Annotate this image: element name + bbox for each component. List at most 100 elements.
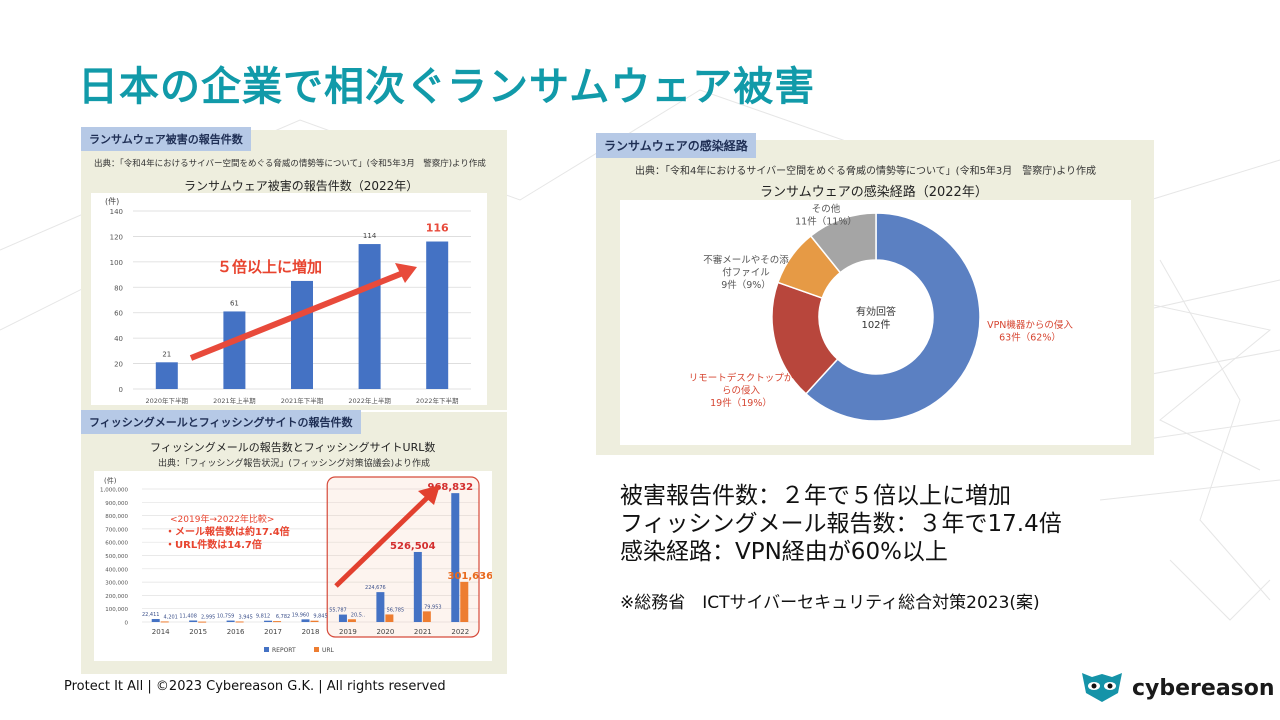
bar-report — [151, 619, 160, 622]
data-label: 61 — [230, 299, 239, 307]
ransomware-reports-source: 出典：「令和4年におけるサイバー空間をめぐる脅威の情勢等について」(令和5年3月… — [94, 159, 486, 169]
bar-report — [226, 620, 235, 622]
donut-slice — [809, 212, 877, 274]
y-tick-label: 100 — [110, 259, 123, 267]
slice-label: 11件（11%） — [795, 216, 857, 228]
bar-url — [385, 614, 394, 622]
footer-copyright: Protect It All | ©2023 Cybereason G.K. |… — [64, 679, 446, 694]
y-tick-label: 200,000 — [105, 594, 128, 600]
data-label: 9,812 — [256, 614, 270, 620]
owl-logo-icon — [1082, 673, 1122, 702]
summary-block: 被害報告件数：２年で５倍以上に増加 フィッシングメール報告数：３年で17.4倍 … — [620, 482, 1062, 566]
y-tick-label: 80 — [114, 284, 123, 292]
comparison-line-url: ・URL件数は14.7倍 — [165, 540, 262, 551]
x-tick-label: 2022年上半期 — [348, 396, 391, 405]
trend-arrow-shaft — [334, 494, 431, 588]
slice-label: らの侵入 — [722, 385, 761, 397]
y-tick-label: 0 — [119, 386, 123, 394]
y-tick-label: 700,000 — [105, 527, 128, 533]
x-tick-label: 2020 — [376, 628, 394, 636]
brand-wordmark: cybereason — [1132, 676, 1275, 701]
bar-report — [301, 619, 310, 622]
y-tick-label: 800,000 — [105, 514, 128, 520]
legend-swatch — [314, 647, 319, 652]
phishing-source: 出典：「フィッシング報告状況」(フィッシング対策協議会)より作成 — [158, 459, 430, 469]
data-label: 11,408 — [179, 613, 197, 619]
data-label: 3,945 — [238, 614, 252, 620]
slice-label: 63件（62%） — [999, 332, 1061, 344]
y-tick-label: 0 — [125, 621, 129, 627]
bar-url — [347, 619, 356, 622]
center-value: 102件 — [861, 319, 890, 331]
data-label: 114 — [363, 232, 377, 240]
y-tick-label: 1,000,000 — [100, 488, 128, 494]
data-label: 19,960 — [292, 612, 310, 618]
legend-label: REPORT — [272, 647, 296, 654]
phishing-bar-chart: (件) 0 100,000 200,000 300,000 400,000 500,000 6… — [100, 476, 492, 654]
y-tick-label: 900,000 — [105, 501, 128, 507]
data-label: 968,832 — [428, 482, 474, 493]
infection-route-source: 出典：「令和4年におけるサイバー空間をめぐる脅威の情勢等について」(令和5年3月… — [635, 166, 1096, 177]
data-label: 20,5.. — [351, 612, 366, 618]
data-label: 55,787 — [329, 608, 347, 614]
trend-arrow-head — [418, 485, 440, 505]
x-tick-label: 2022年下半期 — [416, 396, 459, 405]
bar-url — [422, 611, 431, 622]
bar-report — [264, 620, 273, 622]
bar-report — [451, 493, 460, 622]
x-tick-label: 2021年下半期 — [281, 396, 324, 405]
bar-report — [413, 551, 422, 622]
bar-url — [460, 581, 469, 622]
bar-report — [376, 592, 385, 622]
data-label: 6,782 — [276, 614, 290, 620]
data-label: 4,201 — [164, 614, 178, 620]
y-tick-label: 60 — [114, 310, 123, 318]
data-label: 79,953 — [424, 604, 442, 610]
phishing-tab: フィッシングメールとフィッシングサイトの報告件数 — [81, 410, 361, 434]
x-tick-label: 2021年上半期 — [213, 396, 256, 405]
trend-arrow-head — [395, 263, 417, 283]
slice-label: その他 — [812, 203, 841, 215]
bar-url — [160, 621, 169, 623]
data-label: 526,504 — [390, 541, 436, 552]
y-tick-label: 140 — [110, 208, 123, 216]
donut-slice — [804, 212, 981, 422]
y-tick-label: 600,000 — [105, 541, 128, 547]
summary-line-reports: 被害報告件数：２年で５倍以上に増加 — [620, 483, 1011, 509]
data-label: 10,759 — [217, 614, 235, 620]
data-label: 9,845 — [313, 614, 327, 620]
x-tick-label: 2022 — [451, 628, 469, 636]
phishing-chart-title: フィッシングメールの報告数とフィッシングサイトURL数 — [150, 441, 436, 454]
x-tick-label: 2015 — [189, 628, 207, 636]
x-tick-label: 2018 — [302, 628, 320, 636]
y-tick-label: 500,000 — [105, 554, 128, 560]
trend-arrow-shaft — [189, 270, 405, 361]
center-label: 有効回答 — [856, 305, 896, 318]
data-label: 301,636 — [448, 571, 492, 582]
slice-label: VPN機器からの侵入 — [987, 319, 1073, 331]
bar — [358, 244, 381, 389]
bar — [426, 241, 449, 389]
x-tick-label: 2017 — [264, 628, 282, 636]
y-tick-label: 100,000 — [105, 607, 128, 613]
bar-url — [273, 621, 282, 623]
data-label: 2,995 — [201, 615, 215, 621]
infection-route-tab: ランサムウェアの感染経路 — [596, 133, 756, 158]
x-tick-label: 2014 — [152, 628, 170, 636]
x-tick-label: 2020年下半期 — [146, 396, 189, 405]
legend-swatch — [264, 647, 269, 652]
y-tick-label: 300,000 — [105, 581, 128, 587]
summary-line-route: 感染経路：VPN経由が60%以上 — [620, 539, 948, 565]
bar-report — [189, 620, 198, 622]
y-tick-label: 40 — [114, 335, 123, 343]
data-label: 224,676 — [365, 585, 386, 591]
comparison-line-mail: ・メール報告数は約17.4倍 — [165, 527, 290, 538]
y-tick-label: 120 — [110, 233, 123, 241]
ransomware-reports-bar-chart: (件) 0 20 40 60 80 100 120 140 2020年下半期 21 2021年上半期 6… — [105, 196, 471, 405]
x-tick-label: 2019 — [339, 628, 357, 636]
data-label: 21 — [162, 350, 171, 358]
y-tick-label: 20 — [114, 361, 123, 369]
y-axis-unit: (件) — [105, 196, 119, 206]
page-title: 日本の企業で相次ぐランサムウェア被害 — [78, 64, 816, 110]
